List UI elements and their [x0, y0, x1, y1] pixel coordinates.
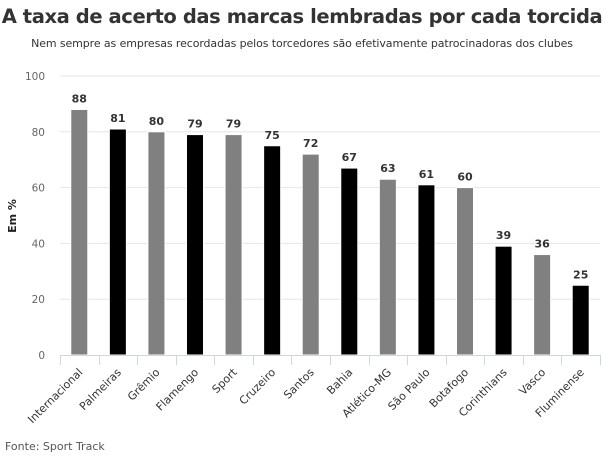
- y-tick-label: 60: [32, 183, 45, 195]
- x-tick-label: Vasco: [516, 366, 548, 398]
- source-note: Fonte: Sport Track: [5, 440, 105, 453]
- bar: [571, 284, 590, 356]
- bars: [70, 108, 590, 356]
- data-label: 79: [187, 118, 202, 131]
- data-label: 39: [496, 229, 511, 242]
- data-label: 80: [149, 115, 165, 128]
- x-tick-label: Sport: [210, 365, 241, 396]
- data-label: 36: [534, 238, 550, 251]
- x-tick-label: Flamengo: [154, 366, 202, 414]
- x-axis: [60, 355, 601, 365]
- bar: [263, 145, 282, 356]
- y-axis-ticks: 0 20 40 60 80 100: [25, 71, 45, 362]
- x-tick-label: Bahia: [324, 366, 355, 397]
- bar: [147, 131, 166, 356]
- y-tick-label: 20: [32, 294, 45, 306]
- y-axis-label: Em %: [6, 199, 19, 233]
- x-tick-label: Cruzeiro: [237, 366, 279, 408]
- data-label: 61: [419, 168, 434, 181]
- x-tick-label: Palmeiras: [77, 366, 124, 413]
- y-tick-label: 40: [32, 238, 45, 250]
- bar: [340, 167, 359, 356]
- chart-title: A taxa de acerto das marcas lembradas po…: [1, 5, 603, 28]
- bar: [533, 254, 552, 356]
- chart-subtitle: Nem sempre as empresas recordadas pelos …: [31, 37, 573, 50]
- x-tick-label: Internacional: [25, 366, 85, 426]
- bar: [494, 245, 513, 356]
- data-label: 25: [573, 268, 588, 281]
- gridlines: [60, 75, 600, 300]
- y-tick-label: 0: [38, 350, 45, 362]
- bar: [224, 134, 243, 356]
- bar: [186, 134, 204, 356]
- data-label: 60: [457, 171, 473, 184]
- data-label: 67: [342, 151, 357, 164]
- data-label: 63: [380, 162, 395, 175]
- data-labels: 88 81 80 79 79 75 72 67 63 61 60 39 36 25: [72, 92, 589, 281]
- data-label: 88: [72, 92, 87, 105]
- data-label: 72: [303, 137, 318, 150]
- x-tick-label: São Paulo: [385, 366, 432, 413]
- data-label: 75: [264, 129, 279, 142]
- x-tick-label: Grêmio: [125, 366, 163, 404]
- y-tick-label: 80: [32, 127, 45, 139]
- bar: [301, 153, 320, 356]
- data-label: 81: [110, 112, 125, 125]
- bar: [378, 178, 397, 356]
- bar: [456, 187, 474, 356]
- bar: [70, 108, 89, 356]
- y-tick-label: 100: [25, 71, 45, 83]
- bar: [108, 128, 127, 356]
- x-tick-label: Santos: [281, 366, 317, 402]
- data-label: 79: [226, 118, 241, 131]
- bar: [417, 184, 436, 356]
